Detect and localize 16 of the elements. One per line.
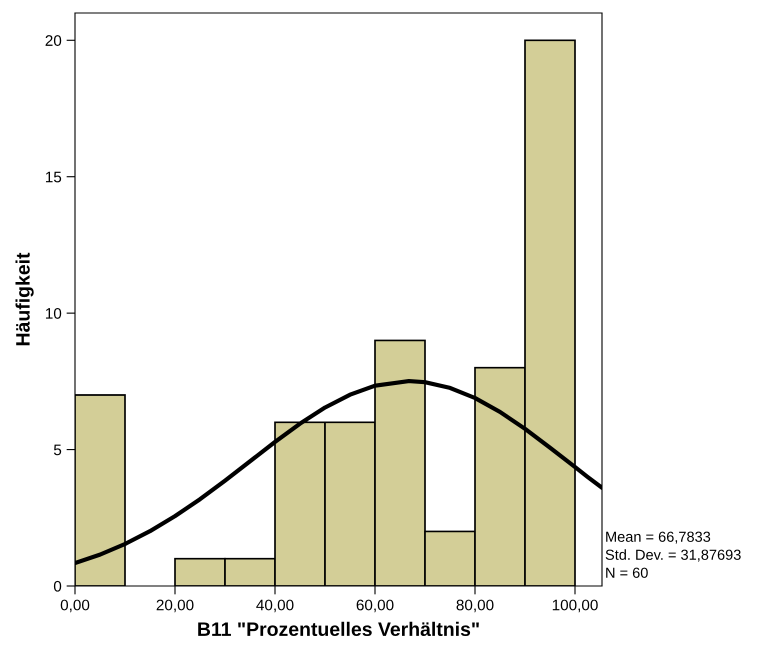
x-axis-title: B11 "Prozentuelles Verhältnis" [198,622,479,636]
y-tick-label: 0 [54,580,62,592]
text: N = 60 [606,568,648,578]
text: Std. Dev. = 31,87693 [606,549,741,562]
x-tick-label: 20,00 [156,600,194,612]
y-tick-label: 10 [46,308,62,319]
x-tick-label: 0,00 [60,600,90,612]
x-tick-label: 80,00 [456,600,494,612]
y-tick-label: 15 [46,172,62,182]
y-axis-title: Häufigkeit [15,252,34,346]
x-tick-label: 40,00 [256,600,294,612]
y-tick-label: 20 [46,35,62,46]
y-tick-label: 5 [54,444,62,456]
x-tick-label: 60,00 [356,600,394,612]
x-tick-label: 100,00 [552,600,598,612]
text: Mean = 66,7833 [606,532,710,544]
